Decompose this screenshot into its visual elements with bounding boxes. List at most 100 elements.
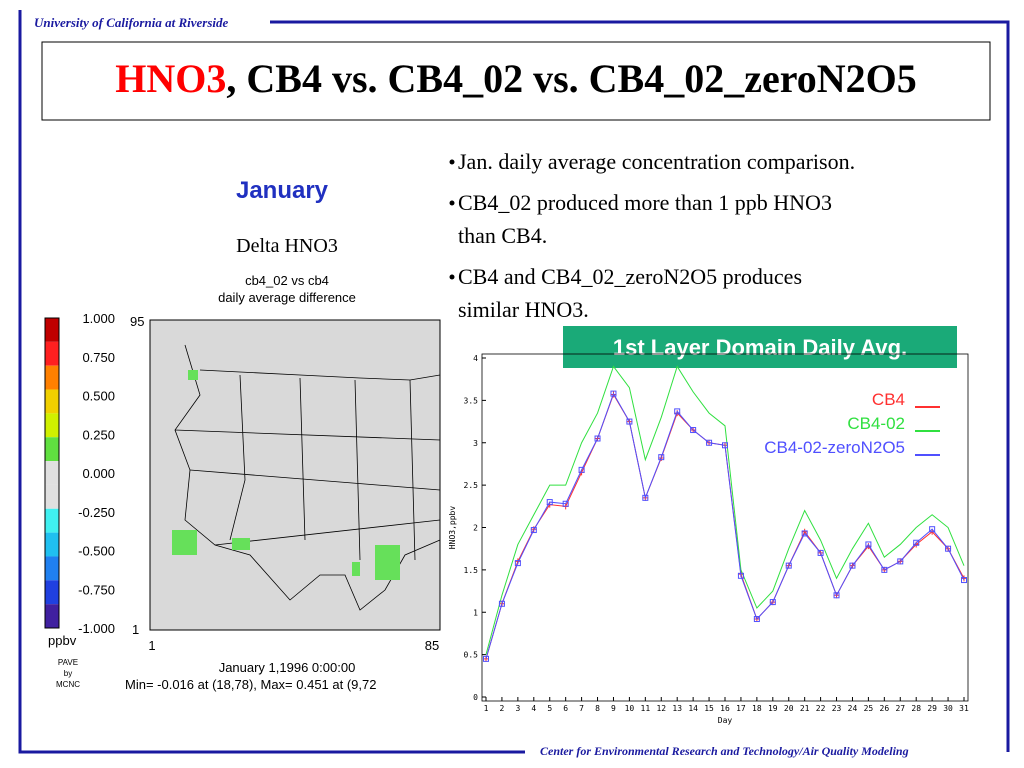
x-tick-label: 24 <box>848 704 858 713</box>
x-axis-label: Day <box>718 716 733 725</box>
point <box>897 558 904 565</box>
point <box>483 655 489 662</box>
map-axis-label: 1 <box>148 638 155 653</box>
map-credit: PAVE <box>58 658 78 667</box>
y-tick-label: 2 <box>473 524 478 533</box>
frame <box>18 10 1010 754</box>
map-title: Delta HNO3 <box>236 235 338 257</box>
map-subtitle: cb4_02 vs cb4 <box>245 273 329 288</box>
bullet-text: CB4 and CB4_02_zeroN2O5 produces <box>458 264 802 289</box>
patch <box>375 545 400 580</box>
x-tick-label: 14 <box>688 704 698 713</box>
point <box>881 566 888 573</box>
title-box <box>41 41 991 121</box>
y-axis-label: HNO3,ppbv <box>448 506 457 550</box>
x-tick-label: 17 <box>736 704 746 713</box>
colorbar-label: -0.750 <box>78 582 115 597</box>
bullet-dot <box>449 200 455 206</box>
y-tick-label: 1 <box>473 608 478 617</box>
series-line <box>485 393 965 660</box>
x-tick-label: 29 <box>927 704 937 713</box>
patch <box>188 370 198 380</box>
x-tick-label: 19 <box>768 704 778 713</box>
x-tick-label: 22 <box>816 704 826 713</box>
point <box>801 530 808 537</box>
map-area <box>149 319 441 631</box>
x-tick-label: 23 <box>832 704 842 713</box>
colorbar-cell <box>45 389 59 414</box>
x-tick-label: 6 <box>563 704 568 713</box>
x-tick-label: 1 <box>484 704 489 713</box>
colorbar-cell <box>45 461 59 485</box>
point <box>530 527 537 534</box>
bullet-list: Jan. daily average concentration compari… <box>449 149 855 322</box>
legend-label: CB4 <box>872 390 905 409</box>
map-patches <box>172 370 400 580</box>
point <box>498 600 505 607</box>
point <box>594 435 601 442</box>
point <box>706 439 713 446</box>
legend-label: CB4-02-zeroN2O5 <box>764 438 905 457</box>
point <box>610 390 617 397</box>
colorbar-cell <box>45 604 59 628</box>
point <box>562 500 569 507</box>
map-credit: MCNC <box>56 680 80 689</box>
point <box>578 466 585 473</box>
point <box>737 572 744 579</box>
frame-line <box>18 10 525 754</box>
point <box>961 577 967 584</box>
point <box>674 408 681 415</box>
x-tick-label: 5 <box>547 704 552 713</box>
legend-label: CB4-02 <box>847 414 905 433</box>
map-time: January 1,1996 0:00:00 <box>219 660 356 675</box>
map-panel: January Delta HNO3 cb4_02 vs cb4 daily a… <box>44 177 441 692</box>
point <box>929 526 936 533</box>
colorbar-cell <box>45 365 59 390</box>
title-rest: , CB4 vs. CB4_02 vs. CB4_02_zeroN2O5 <box>226 56 916 101</box>
map-stats: Min= -0.016 at (18,78), Max= 0.451 at (9… <box>125 677 376 692</box>
frame-line <box>270 20 1010 752</box>
point <box>785 562 792 569</box>
point <box>865 541 872 548</box>
patch <box>232 538 250 550</box>
colorbar-label: -0.500 <box>78 544 115 559</box>
y-tick-label: 3 <box>473 439 478 448</box>
map-month: January <box>236 177 329 204</box>
map-axis-label: 95 <box>130 314 144 329</box>
point <box>722 442 728 449</box>
x-tick-label: 4 <box>531 704 536 713</box>
point <box>753 616 760 623</box>
map-axis-label: 1 <box>132 622 139 637</box>
colorbar-cell <box>45 318 59 342</box>
colorbar-cell <box>45 413 59 438</box>
colorbar-cell <box>45 484 59 509</box>
chart-title-box <box>563 326 957 368</box>
x-tick-label: 3 <box>515 704 520 713</box>
point <box>817 549 824 556</box>
bullet-text: than CB4. <box>458 223 547 248</box>
point <box>642 494 649 501</box>
bullet-dot <box>449 159 455 165</box>
patch <box>352 562 360 576</box>
footer: Center for Environmental Research and Te… <box>540 744 909 758</box>
x-tick-label: 2 <box>500 704 505 713</box>
x-tick-label: 9 <box>611 704 616 713</box>
colorbar-cell <box>45 580 59 605</box>
x-tick-label: 15 <box>704 704 714 713</box>
state-lines <box>174 374 441 561</box>
point <box>658 454 665 461</box>
map-subtitle: daily average difference <box>218 290 356 305</box>
map-credit: by <box>64 669 72 678</box>
x-tick-label: 8 <box>595 704 600 713</box>
point <box>849 562 856 569</box>
slide-title: HNO3, CB4 vs. CB4_02 vs. CB4_02_zeroN2O5 <box>115 56 917 101</box>
point <box>514 560 521 567</box>
x-tick-label: 30 <box>943 704 953 713</box>
x-tick-label: 12 <box>656 704 666 713</box>
colorbar-label: 0.500 <box>82 389 115 404</box>
point <box>913 539 920 546</box>
bullet-dot <box>449 274 455 280</box>
chart-title: 1st Layer Domain Daily Avg. <box>613 335 907 360</box>
colorbar-unit: ppbv <box>48 633 77 648</box>
